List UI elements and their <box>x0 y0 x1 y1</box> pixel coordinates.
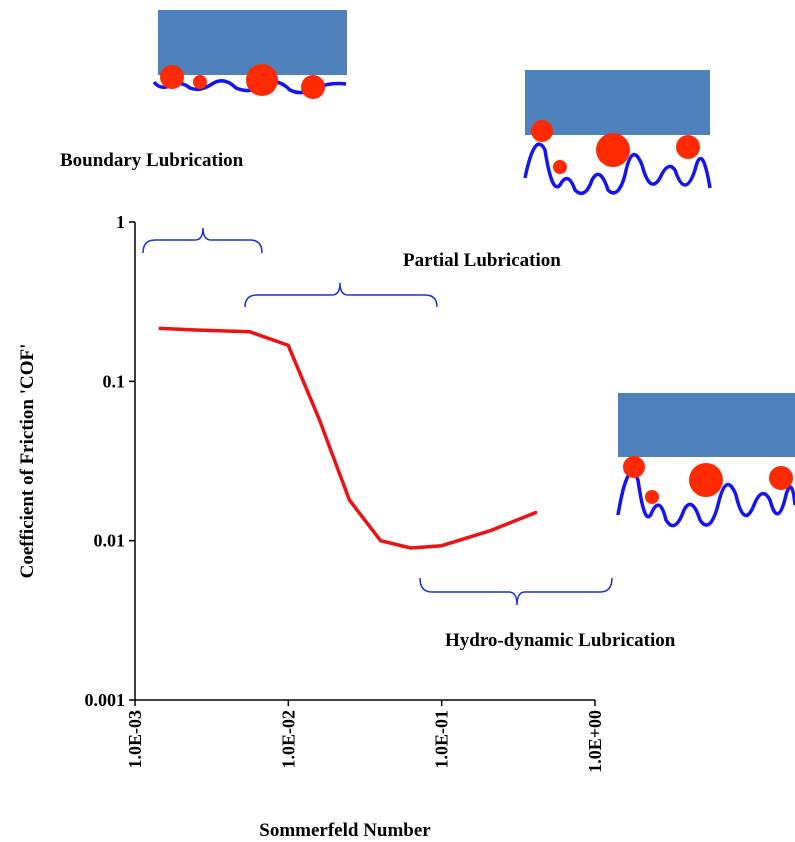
annotation: Hydro-dynamic Lubrication <box>445 630 676 651</box>
x-tick-label: 1.0E-01 <box>432 710 452 769</box>
y-tick-label: 0.01 <box>94 531 126 551</box>
curve <box>158 326 538 550</box>
x-axis-title: Sommerfeld Number <box>259 820 431 841</box>
y-tick-label: 0.1 <box>103 371 126 391</box>
illustration-hydrodynamic <box>616 393 795 528</box>
braces <box>142 227 613 606</box>
illustration-partial <box>523 70 712 196</box>
y-axis-title: Coefficient of Friction 'COF' <box>17 344 38 579</box>
y-tick-label: 0.001 <box>85 690 126 710</box>
x-tick-label: 1.0E-03 <box>125 710 145 769</box>
x-tick-label: 1.0E+00 <box>585 710 605 773</box>
annotation: Boundary Lubrication <box>60 150 244 171</box>
x-tick-label: 1.0E-02 <box>278 710 298 769</box>
illustration-boundary <box>152 10 347 99</box>
annotation: Partial Lubrication <box>403 250 561 271</box>
y-tick-label: 1 <box>116 212 125 232</box>
